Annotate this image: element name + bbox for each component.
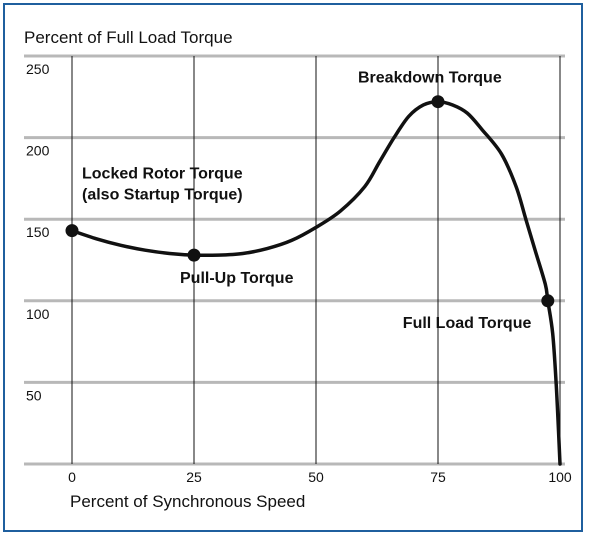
x-tick-75: 75	[430, 469, 446, 485]
x-tick-labels: 0 25 50 75 100	[68, 469, 572, 485]
point-2	[431, 95, 445, 109]
chart-frame: 50 100 150 200 250 0 25 50 75 100 Locked Rotor T…	[3, 3, 583, 532]
y-tick-100: 100	[26, 306, 50, 322]
point-label-1: Pull-Up Torque	[180, 270, 294, 287]
x-tick-100: 100	[548, 469, 572, 485]
y-tick-200: 200	[26, 143, 50, 159]
point-3	[541, 294, 555, 308]
x-tick-0: 0	[68, 469, 76, 485]
point-label-3: Full Load Torque	[403, 315, 532, 332]
point-0	[65, 224, 79, 238]
y-axis-title: Percent of Full Load Torque	[24, 28, 233, 47]
y-tick-50: 50	[26, 387, 42, 403]
point-label-0: Locked Rotor Torque	[82, 166, 243, 183]
y-tick-labels: 50 100 150 200 250	[26, 61, 50, 403]
x-tick-25: 25	[186, 469, 202, 485]
torque-speed-chart: 50 100 150 200 250 0 25 50 75 100 Locked Rotor T…	[24, 28, 572, 511]
curve-points	[65, 95, 555, 308]
point-labels: Locked Rotor Torque (also Startup Torque)…	[82, 70, 531, 332]
x-axis-title: Percent of Synchronous Speed	[70, 492, 305, 511]
point-label-0-line2: (also Startup Torque)	[82, 187, 243, 204]
point-label-2: Breakdown Torque	[358, 70, 502, 87]
point-1	[187, 248, 201, 262]
x-tick-50: 50	[308, 469, 324, 485]
y-tick-250: 250	[26, 61, 50, 77]
grid-lines	[24, 54, 565, 466]
vertical-grid-lines	[71, 56, 561, 464]
y-tick-150: 150	[26, 224, 50, 240]
